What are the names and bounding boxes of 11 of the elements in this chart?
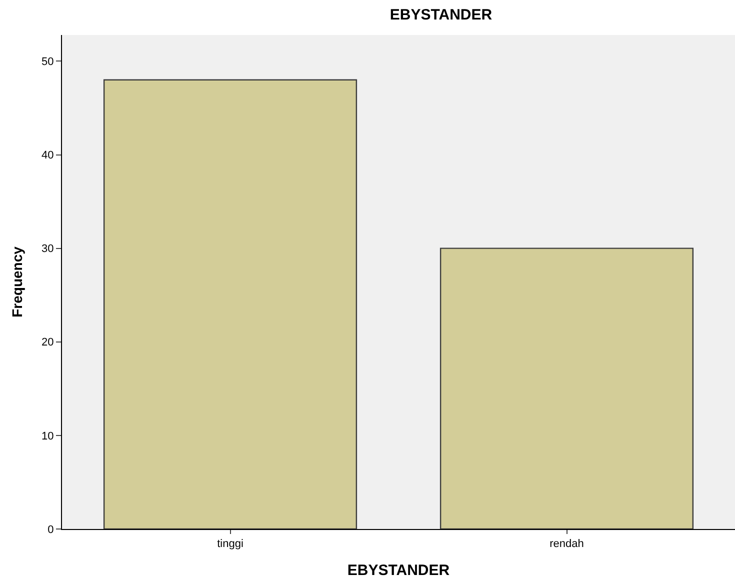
x-tick-label: rendah	[550, 538, 584, 550]
y-tick-label: 10	[42, 430, 54, 442]
y-tick-label: 20	[42, 336, 54, 349]
y-tick-label: 40	[42, 150, 54, 162]
x-axis-title: EBYSTANDER	[347, 562, 450, 580]
x-tick-label: tinggi	[217, 538, 244, 550]
chart-title: EBYSTANDER	[390, 6, 492, 24]
y-tick-label: 50	[42, 56, 54, 68]
y-tick-label: 30	[42, 243, 54, 256]
y-tick-label: 0	[48, 524, 54, 536]
y-axis-title: Frequency	[9, 246, 26, 318]
